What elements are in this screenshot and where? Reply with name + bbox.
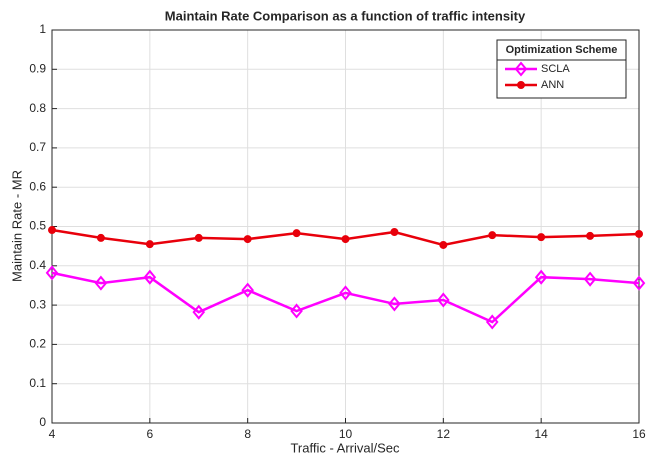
- x-tick-label: 10: [339, 427, 353, 441]
- marker: [635, 229, 643, 238]
- marker: [514, 61, 528, 77]
- chart-title: Maintain Rate Comparison as a function o…: [165, 8, 526, 23]
- y-tick-label: 0.8: [29, 101, 46, 115]
- x-tick-label: 14: [534, 427, 548, 441]
- marker: [534, 269, 548, 285]
- marker: [145, 240, 154, 249]
- y-tick-label: 0.3: [29, 297, 46, 311]
- y-tick-label: 0.1: [29, 376, 46, 390]
- marker: [437, 292, 450, 308]
- marker: [194, 233, 203, 242]
- y-tick-label: 0.7: [29, 140, 46, 154]
- marker: [488, 231, 497, 240]
- legend-title: Optimization Scheme: [506, 44, 618, 56]
- x-tick-label: 4: [49, 427, 56, 441]
- y-tick-label: 0: [39, 415, 46, 429]
- legend-label: ANN: [541, 79, 564, 91]
- marker: [94, 275, 108, 291]
- y-tick-label: 0.9: [29, 61, 46, 75]
- series-line: [51, 271, 640, 324]
- marker: [537, 233, 546, 242]
- x-axis-label: Traffic - Arrival/Sec: [290, 440, 400, 455]
- marker: [388, 296, 401, 312]
- y-tick-label: 0.2: [29, 337, 46, 351]
- x-tick-label: 6: [146, 427, 153, 441]
- marker: [48, 226, 56, 235]
- y-tick-label: 0.4: [29, 258, 46, 272]
- marker: [292, 229, 301, 238]
- marker: [243, 235, 252, 244]
- y-tick-label: 0.6: [29, 179, 46, 193]
- marker: [241, 282, 254, 298]
- marker: [390, 228, 399, 237]
- marker: [439, 240, 448, 249]
- marker: [143, 269, 157, 285]
- marker: [341, 235, 350, 244]
- marker: [192, 304, 206, 320]
- marker: [339, 285, 352, 301]
- legend-label: SCLA: [541, 63, 570, 75]
- marker: [45, 265, 59, 281]
- marker: [586, 231, 595, 240]
- marker: [290, 303, 303, 319]
- marker: [632, 275, 646, 291]
- marker: [517, 81, 525, 89]
- y-tick-label: 1: [39, 22, 46, 36]
- y-axis-label: Maintain Rate - MR: [9, 170, 24, 282]
- x-tick-label: 8: [244, 427, 251, 441]
- x-tick-label: 16: [632, 427, 646, 441]
- marker: [96, 233, 105, 242]
- marker: [485, 314, 499, 330]
- y-tick-label: 0.5: [29, 219, 46, 233]
- marker: [583, 271, 597, 287]
- x-tick-label: 12: [437, 427, 451, 441]
